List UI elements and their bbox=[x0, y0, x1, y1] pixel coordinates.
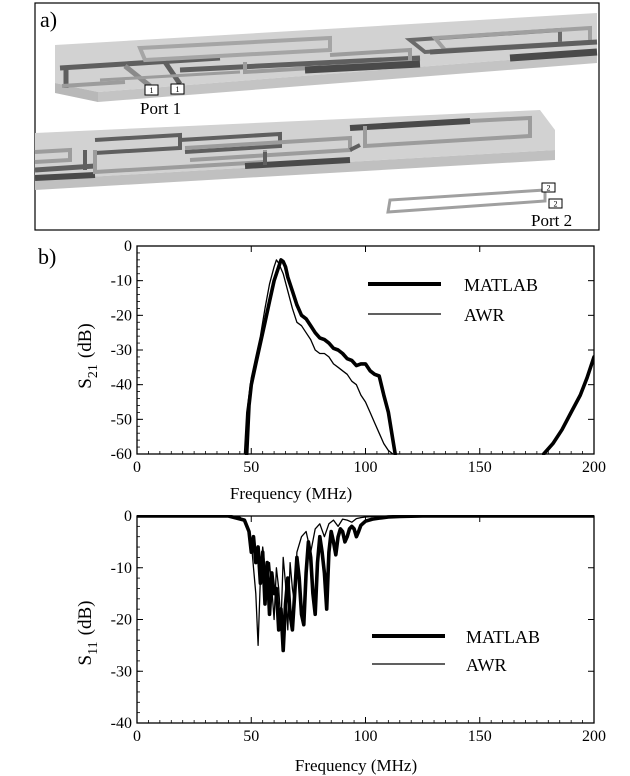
port-1-marker-b-text: 1 bbox=[176, 85, 180, 94]
panel-a: a) 1 1 bbox=[34, 2, 600, 231]
s21-xtick-label: 50 bbox=[243, 459, 259, 476]
s21-legend: MATLAB AWR bbox=[368, 275, 538, 325]
s11-ytick-label: -10 bbox=[111, 560, 132, 577]
s21-legend-label-awr: AWR bbox=[464, 305, 505, 325]
port-2-marker-b bbox=[548, 198, 563, 209]
s21-xtick-label: 100 bbox=[354, 459, 378, 476]
s11-ytick-label: -20 bbox=[111, 612, 132, 629]
port-2-marker-a-text: 2 bbox=[547, 184, 551, 193]
s21-ylabel-main: S bbox=[75, 378, 96, 389]
s11-ylabel: S11 (dB) bbox=[75, 601, 101, 666]
s11-xtick-label: 200 bbox=[582, 728, 606, 745]
s21-series-matlab bbox=[244, 258, 397, 455]
s21-xtick-label: 150 bbox=[468, 459, 492, 476]
port-1-markers: 1 1 bbox=[144, 83, 185, 96]
s11-legend-label-matlab: MATLAB bbox=[466, 627, 540, 647]
chart-s21: 0 50 100 150 200 0 -10 -20 -30 -40 -50 -60 Frequenc… bbox=[75, 238, 606, 503]
port-1-label: Port 1 bbox=[140, 99, 181, 118]
s21-ytick-label: -30 bbox=[111, 342, 132, 359]
s21-xlabel: Frequency (MHz) bbox=[230, 484, 352, 503]
s11-plot-frame bbox=[136, 515, 595, 724]
s11-ytick-label: -40 bbox=[111, 715, 132, 732]
port-2-markers: 2 2 bbox=[541, 182, 563, 209]
s11-xtick-label: 0 bbox=[133, 728, 141, 745]
s21-ylabel: S21 (dB) bbox=[75, 323, 101, 388]
s11-series-awr bbox=[137, 515, 594, 647]
s11-xlabel: Frequency (MHz) bbox=[295, 756, 417, 775]
panel-a-frame bbox=[34, 2, 600, 231]
port-2-marker-b-text: 2 bbox=[554, 200, 558, 209]
port-1-marker-a bbox=[144, 84, 159, 96]
s11-xtick-label: 50 bbox=[243, 728, 259, 745]
s21-ytick-label: 0 bbox=[124, 238, 132, 255]
s11-ylabel-sub: 11 bbox=[86, 641, 101, 654]
s21-series-matlab-tail bbox=[541, 355, 594, 455]
port-1-marker-a-text: 1 bbox=[150, 86, 154, 95]
port-2-marker-a bbox=[541, 182, 556, 193]
s21-ylabel-unit: (dB) bbox=[75, 323, 96, 358]
s11-ylabel-unit: (dB) bbox=[75, 601, 96, 636]
s21-ytick-label: -20 bbox=[111, 307, 132, 324]
s21-ytick-label: -60 bbox=[111, 446, 132, 463]
s21-ytick-label: -10 bbox=[111, 273, 132, 290]
s21-ytick-label: -50 bbox=[111, 411, 132, 428]
s11-xtick-label: 100 bbox=[354, 728, 378, 745]
s11-ticks: 0 50 100 150 200 0 -10 -20 -30 -40 bbox=[111, 508, 606, 745]
s11-axes bbox=[136, 515, 595, 724]
s21-ylabel-sub: 21 bbox=[86, 364, 101, 378]
lower-resonators bbox=[34, 115, 532, 181]
upper-resonators bbox=[59, 25, 598, 88]
s11-ytick-label: 0 bbox=[124, 508, 132, 525]
panel-a-label: a) bbox=[40, 7, 57, 32]
s11-ytick-label: -30 bbox=[111, 663, 132, 680]
s11-series bbox=[137, 515, 594, 653]
panel-b-label: b) bbox=[38, 244, 56, 269]
s21-xtick-label: 200 bbox=[582, 459, 606, 476]
s21-ticks: 0 50 100 150 200 0 -10 -20 -30 -40 -50 -60 bbox=[111, 238, 606, 476]
s11-xtick-label: 150 bbox=[468, 728, 492, 745]
s21-legend-label-matlab: MATLAB bbox=[464, 275, 538, 295]
lower-substrate bbox=[35, 110, 555, 190]
port-1-marker-b bbox=[170, 83, 185, 95]
port-2-resonator bbox=[386, 188, 547, 214]
port-2-label: Port 2 bbox=[531, 211, 572, 230]
s21-xtick-label: 0 bbox=[133, 459, 141, 476]
s11-legend: MATLAB AWR bbox=[372, 627, 540, 675]
s11-ylabel-main: S bbox=[75, 655, 96, 666]
s21-ytick-label: -40 bbox=[111, 377, 132, 394]
s21-series bbox=[243, 258, 594, 455]
chart-s11: 0 50 100 150 200 0 -10 -20 -30 -40 Frequency (MHz… bbox=[75, 508, 606, 775]
s21-series-awr bbox=[243, 259, 394, 455]
s11-legend-label-awr: AWR bbox=[466, 655, 507, 675]
